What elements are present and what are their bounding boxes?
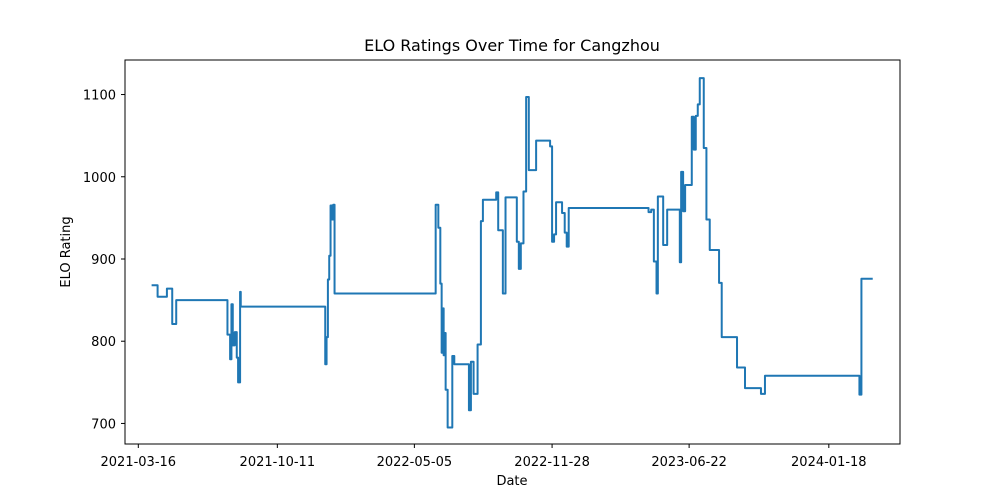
x-tick-label: 2024-01-18 (791, 455, 867, 470)
y-tick-label: 900 (91, 253, 116, 268)
x-tick-label: 2021-03-16 (101, 455, 177, 470)
x-tick-label: 2021-10-11 (240, 455, 316, 470)
x-tick-label: 2023-06-22 (651, 455, 727, 470)
y-tick-label: 1000 (83, 171, 116, 186)
x-axis-label: Date (496, 474, 527, 489)
y-tick-label: 800 (91, 335, 116, 350)
y-tick-label: 1100 (83, 89, 116, 104)
chart-title: ELO Ratings Over Time for Cangzhou (364, 36, 660, 55)
x-tick-label: 2022-11-28 (514, 455, 590, 470)
x-tick-label: 2022-05-05 (377, 455, 453, 470)
y-tick-label: 700 (91, 417, 116, 432)
y-axis-label: ELO Rating (59, 216, 74, 287)
